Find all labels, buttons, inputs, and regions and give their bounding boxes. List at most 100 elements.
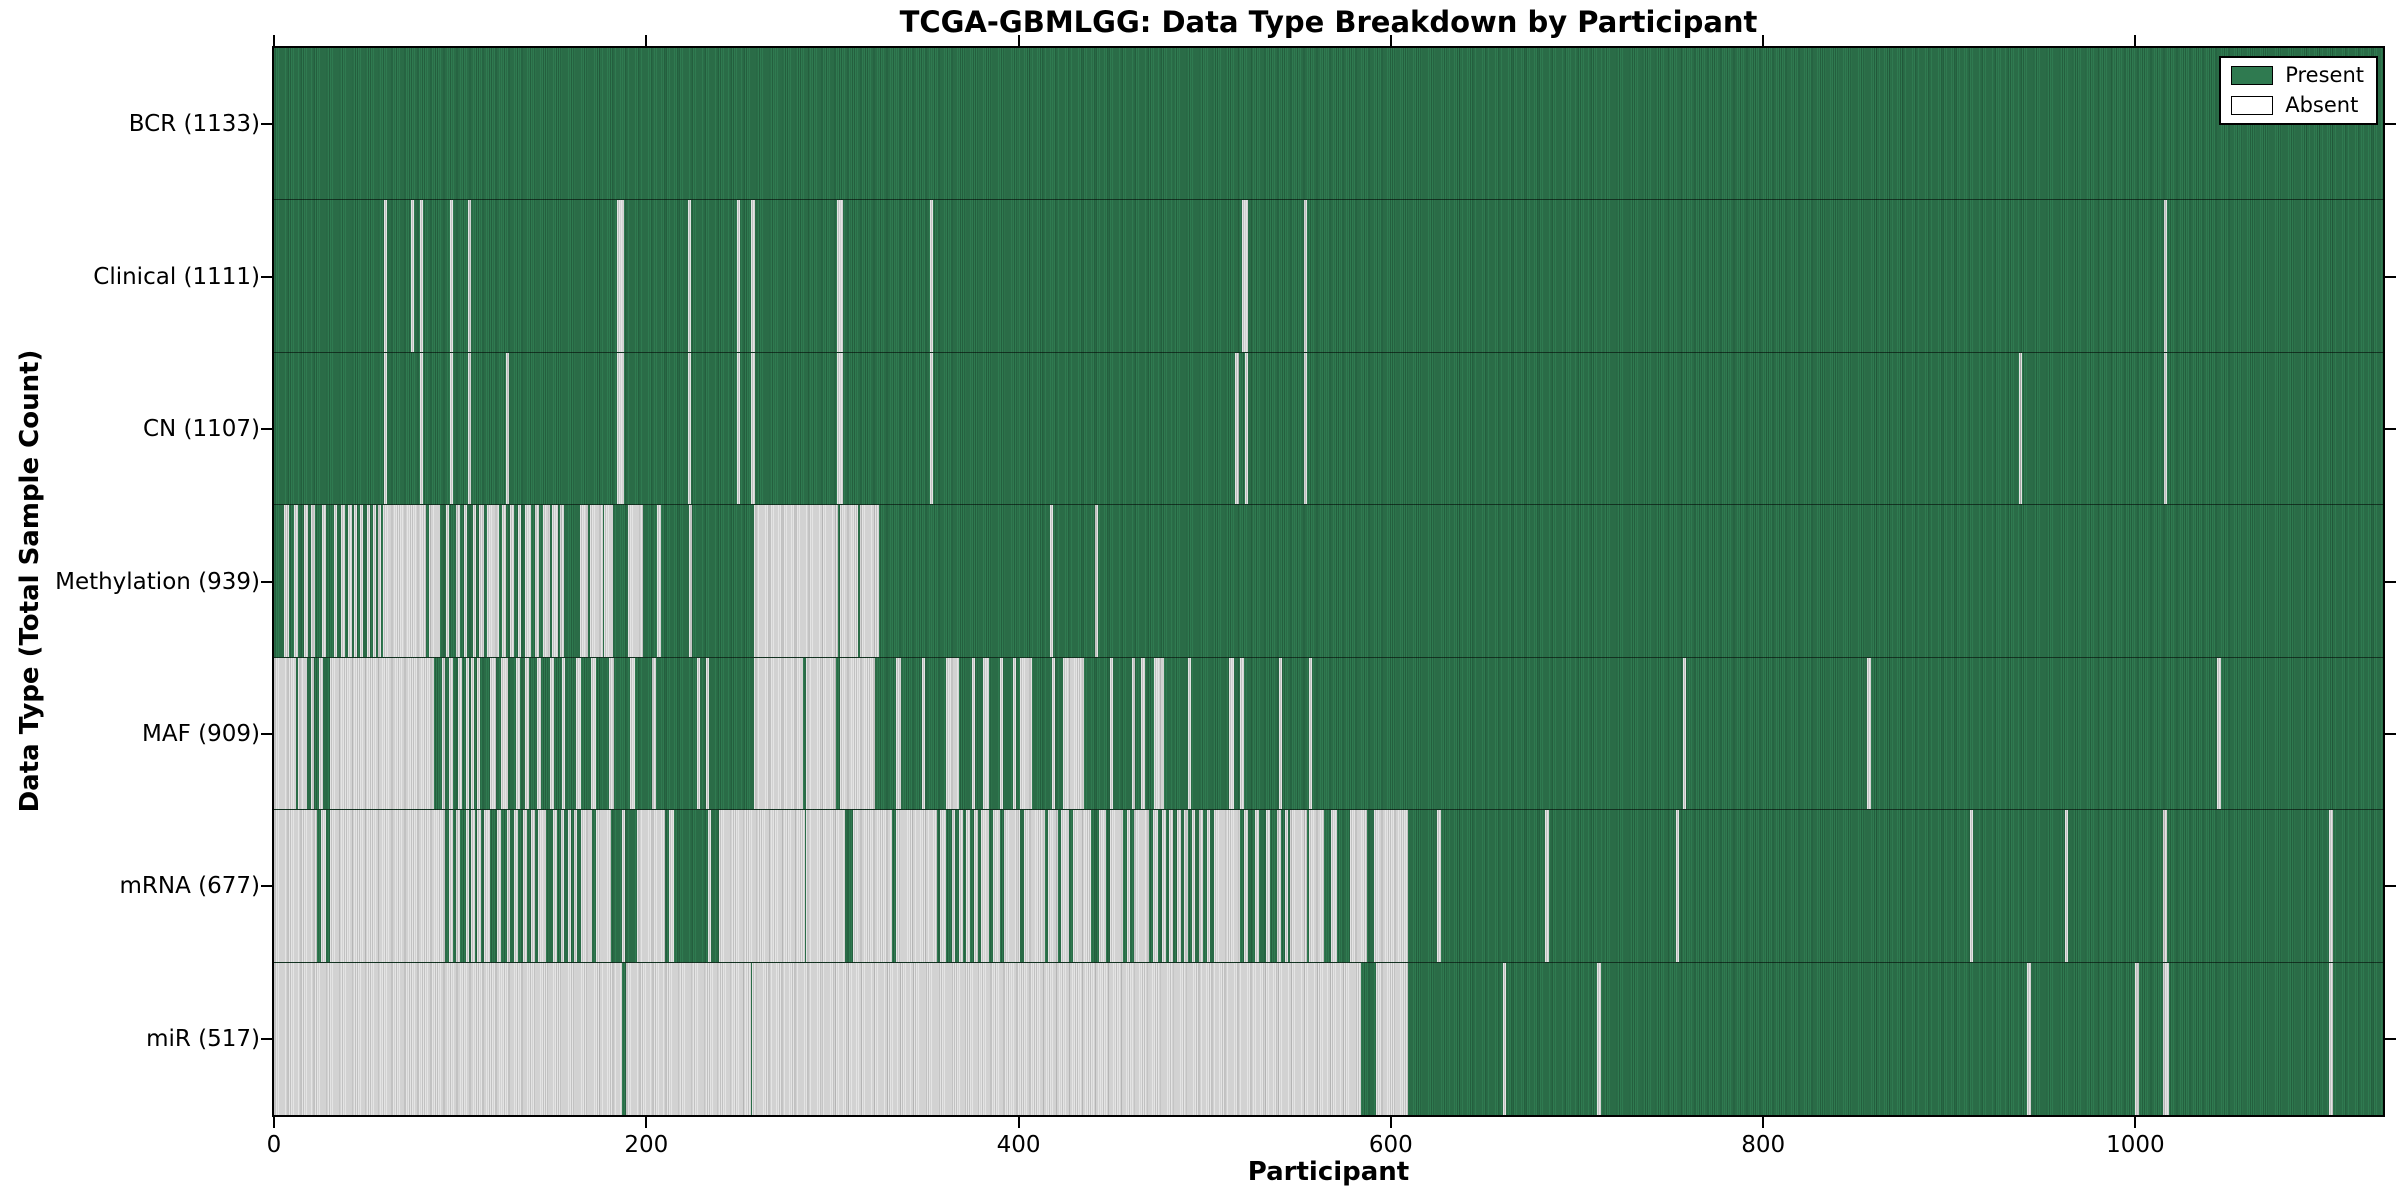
y-tick-mark [261,732,272,735]
y-tick-mark [2385,732,2396,735]
data-type-row [274,810,2383,963]
absent-segment [1266,810,1270,962]
absent-segment [378,505,382,657]
absent-segment [627,505,643,657]
absent-segment [525,657,529,810]
absent-segment [465,657,470,810]
absent-segment [1308,657,1313,810]
absent-segment [517,505,522,657]
y-tick-mark [2385,885,2396,888]
absent-segment [329,810,446,962]
absent-segment [1133,810,1149,962]
absent-segment [1502,962,1506,1115]
absent-segment [596,810,611,962]
absent-segment [573,810,578,962]
absent-segment [538,810,546,962]
absent-segment [689,505,693,657]
data-type-row [274,352,2383,506]
absent-segment [1277,810,1282,962]
absent-segment [1206,810,1211,962]
y-tick-mark [2385,580,2396,583]
x-tick-label: 1000 [2106,1132,2165,1158]
absent-segment [429,505,440,657]
x-tick-label: 200 [624,1132,669,1158]
absent-segment [1050,505,1054,657]
absent-segment [806,657,837,810]
absent-segment [696,657,700,810]
y-tick-label: BCR (1133) [128,111,260,138]
absent-segment [487,505,500,657]
absent-segment [274,810,317,962]
absent-segment [1161,810,1166,962]
x-tick-mark [1017,35,1020,46]
absent-segment [484,810,490,962]
absent-segment [930,352,934,505]
y-axis-label: Data Type (Total Sample Count) [15,349,45,813]
absent-segment [981,810,989,962]
absent-segment [559,505,565,657]
absent-segment [284,505,289,657]
absent-segment [467,200,471,352]
absent-segment [552,505,558,657]
absent-segment [581,810,593,962]
absent-segment [983,657,989,810]
absent-segment [575,657,582,810]
x-axis-label: Participant [1247,1157,1410,1187]
absent-segment [1176,810,1181,962]
absent-segment [668,810,675,962]
absent-segment [441,657,446,810]
absent-segment [449,352,454,505]
x-tick-mark [2134,35,2137,46]
absent-segment [333,505,338,657]
absent-segment [1228,657,1235,810]
absent-segment [560,810,565,962]
y-tick-mark [2385,1037,2396,1040]
absent-segment [1279,657,1283,810]
absent-segment [609,657,614,810]
absent-segment [354,505,358,657]
absent-segment [471,657,475,810]
x-tick-mark [1762,35,1765,46]
absent-segment [1098,810,1107,962]
absent-segment [537,657,541,810]
absent-segment [2064,810,2068,962]
absent-segment [463,505,468,657]
absent-segment [550,657,554,810]
absent-segment [2329,962,2333,1115]
absent-segment [616,200,624,352]
absent-segment [839,505,859,657]
absent-segment [1437,810,1441,962]
absent-segment [2164,352,2168,505]
absent-segment [568,810,572,962]
absent-segment [525,505,531,657]
absent-segment [456,810,461,962]
absent-segment [320,810,327,962]
x-tick-mark [1389,1117,1392,1128]
absent-segment [839,657,876,810]
absent-segment [972,657,976,810]
chart-title: TCGA-GBMLGG: Data Type Breakdown by Part… [899,5,1758,39]
absent-segment [506,810,511,962]
x-tick-label: 800 [1741,1132,1786,1158]
absent-segment [1675,810,1679,962]
absent-segment [1235,352,1240,505]
absent-segment [580,505,588,657]
absent-segment [1191,810,1196,962]
absent-segment [1284,810,1289,962]
y-tick-mark [261,885,272,888]
absent-segment [1308,810,1324,962]
legend-entry: Present [2231,65,2364,86]
absent-segment [1374,810,1408,962]
absent-segment [303,505,308,657]
absent-segment [751,352,755,505]
x-tick-mark [645,35,648,46]
absent-segment [718,810,805,962]
absent-segment [806,810,846,962]
absent-segment [1545,810,1549,962]
absent-segment [1072,810,1092,962]
present-swatch [2231,66,2274,85]
absent-segment [476,810,481,962]
absent-segment [751,200,755,352]
y-tick-label: Methylation (939) [55,568,260,595]
x-tick-label: 600 [1368,1132,1413,1158]
